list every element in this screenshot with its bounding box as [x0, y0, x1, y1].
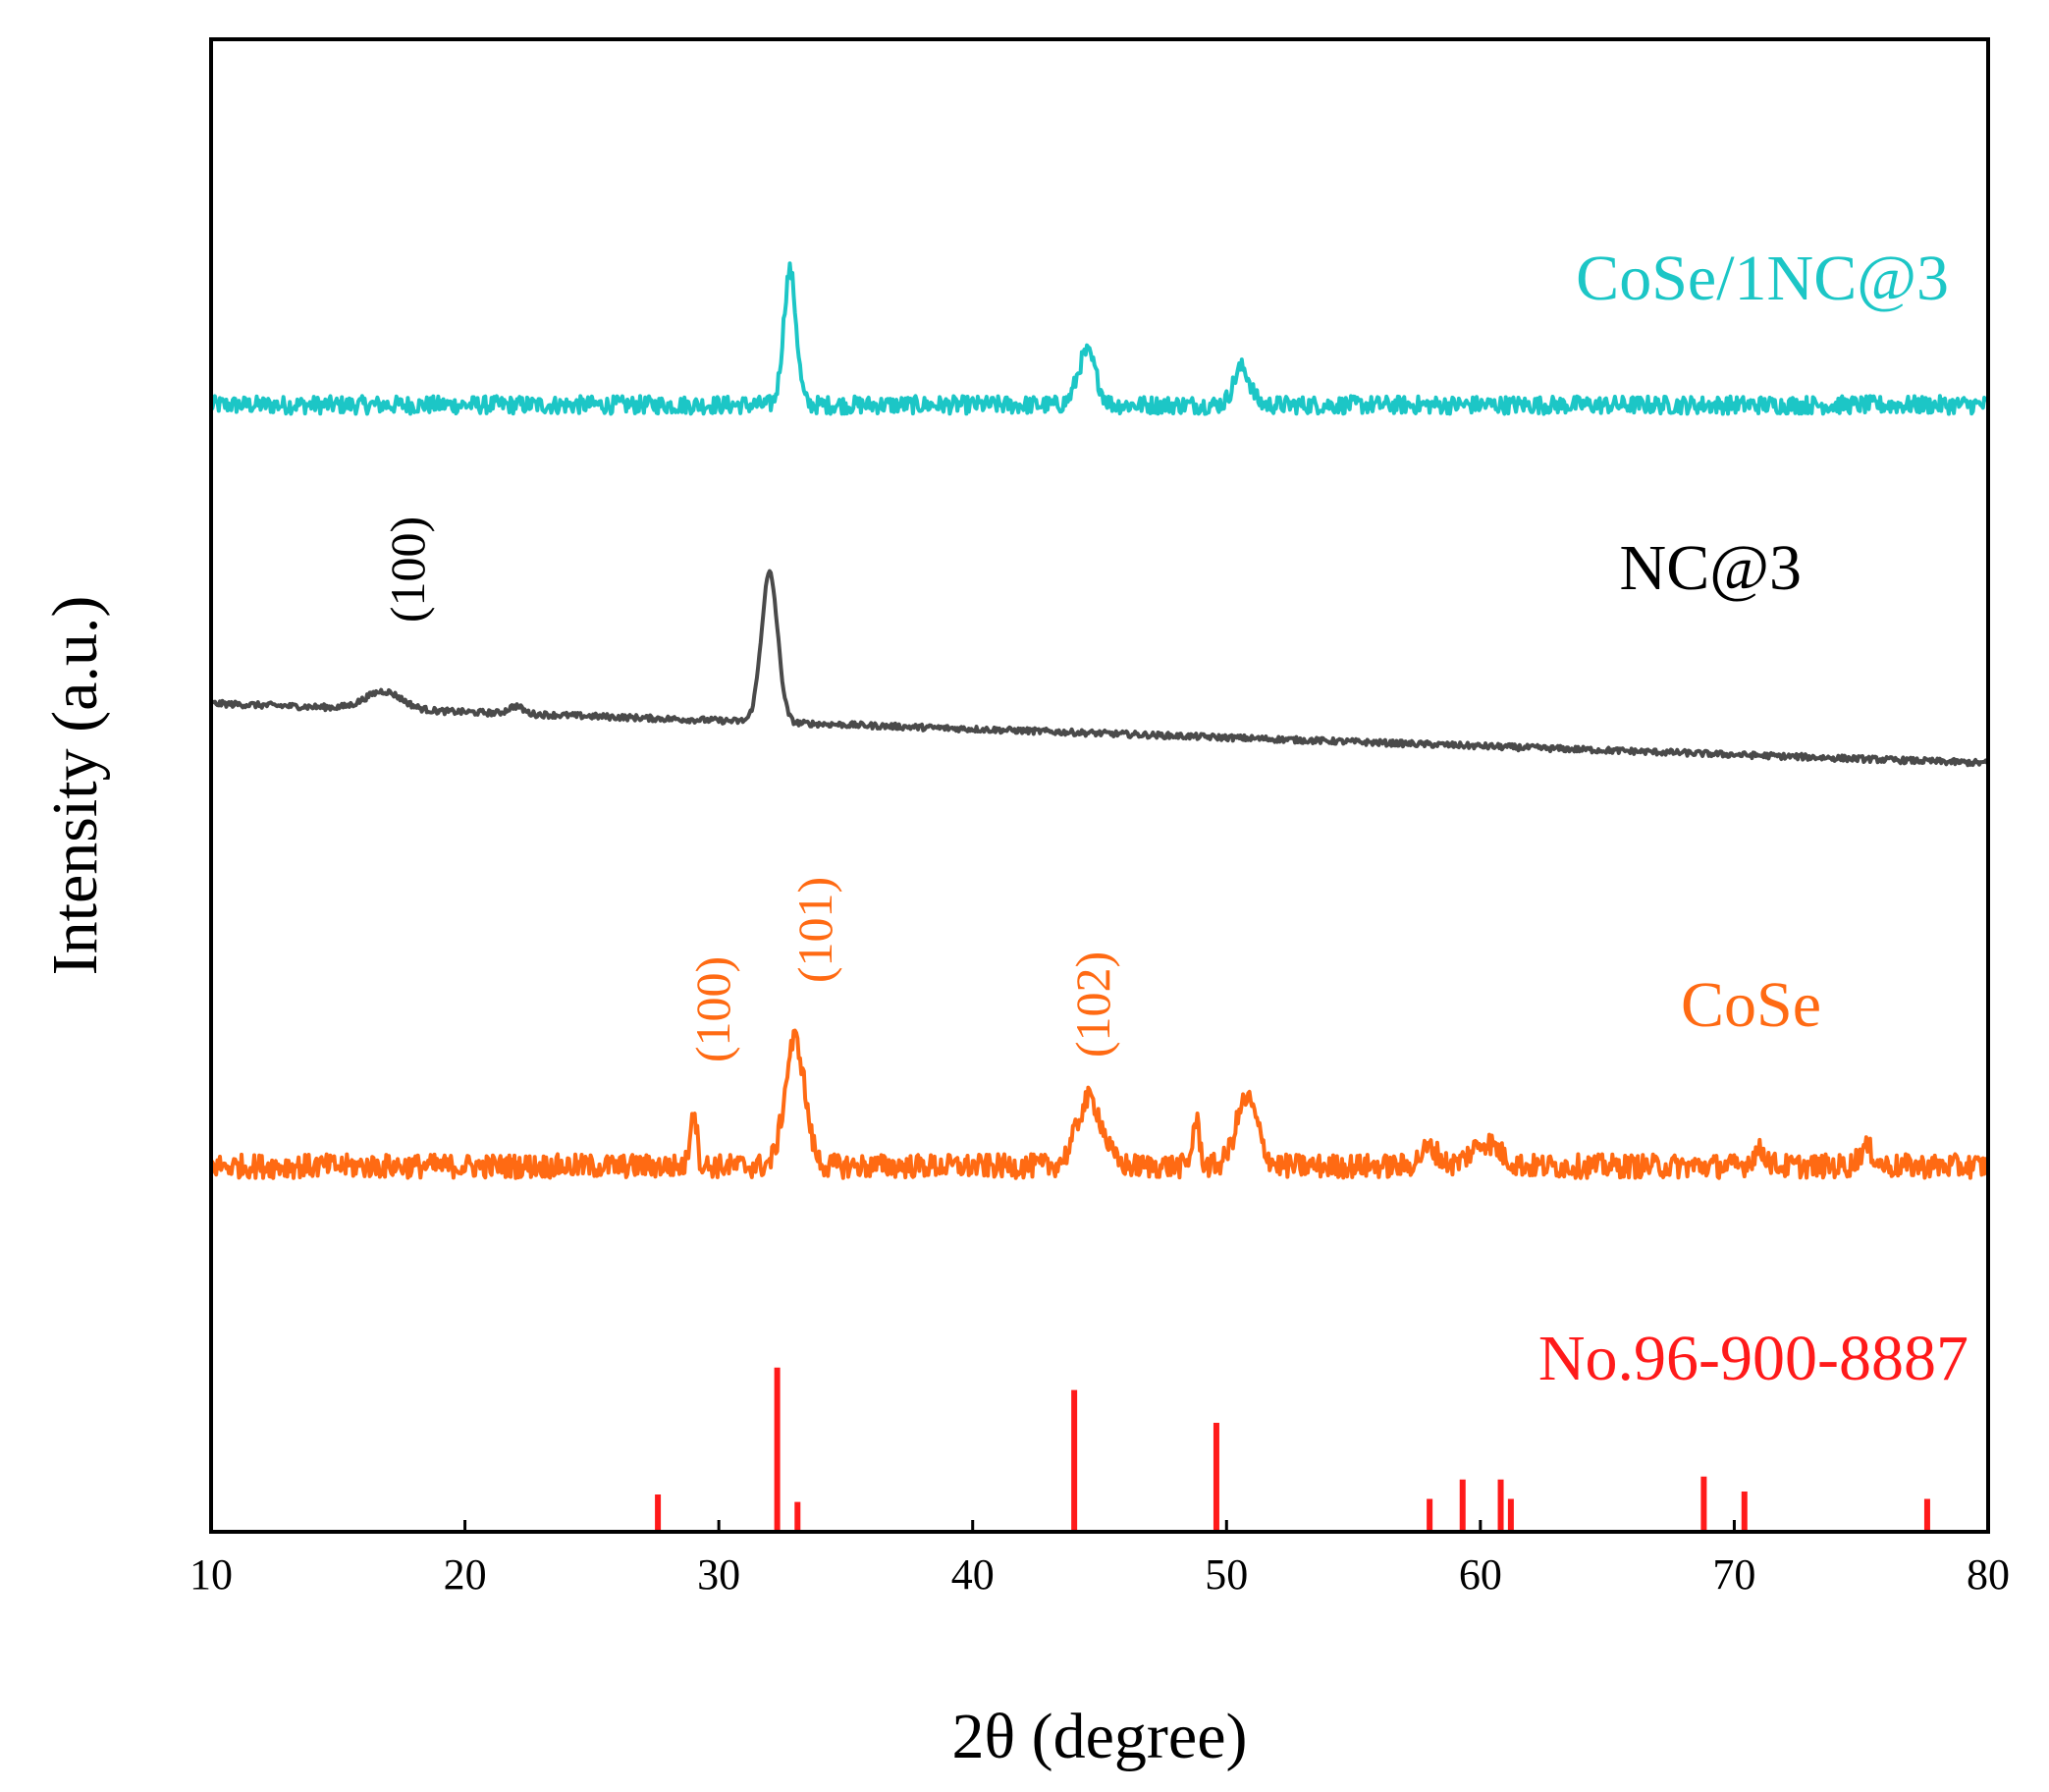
- x-tick-label-40: 40: [951, 1550, 995, 1599]
- legend-label-cose: CoSe: [1681, 969, 1821, 1041]
- series-line-nc-3: [209, 569, 1989, 768]
- series-line-cose: [209, 1028, 1990, 1180]
- x-tick-label-80: 80: [1967, 1550, 2010, 1599]
- legend-label-nc3: NC@3: [1620, 532, 1802, 604]
- x-tick-label-20: 20: [444, 1550, 487, 1599]
- peak-label-nc3-100: (100): [380, 516, 435, 623]
- x-tick-label-30: 30: [697, 1550, 740, 1599]
- x-tick-label-60: 60: [1459, 1550, 1502, 1599]
- series-line-cose-1nc-3: [209, 261, 1989, 416]
- peak-label-cose-101: (101): [787, 877, 842, 983]
- y-axis-title: Intensity (a.u.): [39, 596, 111, 976]
- peak-label-cose-102: (102): [1065, 951, 1120, 1058]
- x-axis-ticks: 10 20 30 40 50 60 70 80: [189, 1520, 2010, 1599]
- x-axis-title: 2θ (degree): [952, 1701, 1248, 1772]
- peak-label-cose-100: (100): [685, 956, 740, 1062]
- legend-label-cose-1nc3: CoSe/1NC@3: [1576, 243, 1949, 314]
- plot-area: [209, 261, 1990, 1532]
- legend-label-reference: No.96-900-8887: [1538, 1323, 1968, 1394]
- x-tick-label-10: 10: [189, 1550, 233, 1599]
- x-tick-label-70: 70: [1712, 1550, 1755, 1599]
- x-tick-label-50: 50: [1205, 1550, 1248, 1599]
- plot-frame: [209, 37, 1990, 1534]
